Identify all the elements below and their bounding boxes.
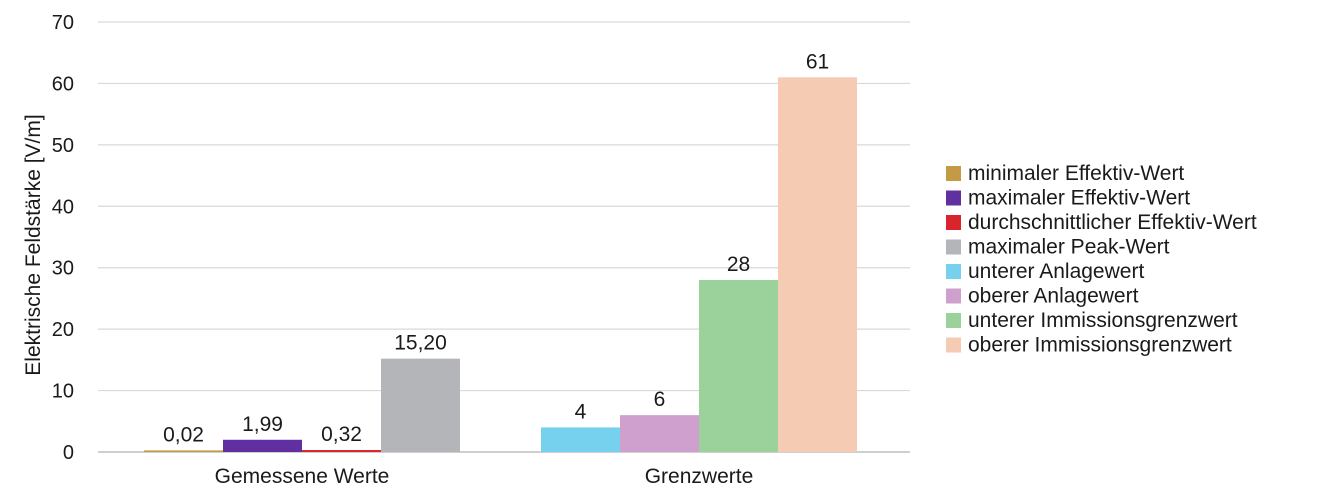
bar-maximaler-peak-wert [381,358,460,452]
y-tick-label: 60 [52,73,74,95]
legend-item: minimaler Effektiv-Wert [946,162,1184,185]
bar-unterer-anlagewert [541,427,620,452]
legend-item: unterer Anlagewert [946,260,1144,283]
legend-swatch [946,313,961,328]
data-label: 0,02 [163,423,204,446]
data-label: 28 [727,253,750,276]
legend-swatch [946,264,961,279]
legend-swatch [946,166,961,181]
legend-swatch [946,190,961,206]
data-label: 1,99 [242,413,283,436]
bar-durchschnittlicher-effektiv-wert [302,450,381,452]
data-label: 61 [806,50,829,73]
legend-label: unterer Immissionsgrenzwert [968,309,1238,332]
legend-label: durchschnittlicher Effektiv-Wert [968,211,1257,234]
x-axis-categories: Gemessene Werte Grenzwerte [215,465,754,488]
data-label: 6 [654,388,666,411]
y-tick-label: 10 [52,381,74,403]
bar-unterer-immissionsgrenzwert [699,280,778,452]
legend-item: oberer Anlagewert [946,285,1139,308]
y-tick-label: 0 [63,442,74,464]
y-axis-ticks: 0 10 20 30 40 50 60 70 [52,12,74,464]
legend-item: unterer Immissionsgrenzwert [946,309,1238,332]
bars [144,77,857,453]
bar-oberer-immissionsgrenzwert [778,77,857,453]
legend-label: oberer Immissionsgrenzwert [968,334,1232,357]
legend-item: oberer Immissionsgrenzwert [946,334,1232,357]
legend-label: unterer Anlagewert [968,260,1144,283]
y-axis-title: Elektrische Feldstärke [V/m] [22,114,45,375]
legend-swatch [946,215,961,230]
legend-swatch [946,239,961,255]
data-labels: 0,02 1,99 0,32 15,20 4 6 28 61 [163,50,829,446]
y-tick-label: 40 [52,196,74,218]
y-tick-label: 30 [52,258,74,280]
legend-item: maximaler Peak-Wert [946,236,1170,259]
data-label: 0,32 [321,423,362,446]
bar-oberer-anlagewert [620,415,699,452]
legend-label: maximaler Peak-Wert [968,236,1170,259]
legend-item: maximaler Effektiv-Wert [946,187,1190,210]
x-category-label: Grenzwerte [645,465,754,488]
data-label: 4 [575,400,587,423]
legend-item: durchschnittlicher Effektiv-Wert [946,211,1257,234]
bar-minimaler-effektiv-wert [144,450,223,452]
legend-label: oberer Anlagewert [968,285,1139,308]
y-tick-label: 50 [52,135,74,157]
legend-label: minimaler Effektiv-Wert [968,162,1184,185]
legend-swatch [946,288,961,304]
x-category-label: Gemessene Werte [215,465,390,488]
bar-maximaler-effektiv-wert [223,439,302,452]
data-label: 15,20 [394,332,447,355]
legend-label: maximaler Effektiv-Wert [968,187,1190,210]
y-tick-label: 20 [52,319,74,341]
y-tick-label: 70 [52,12,74,34]
legend-swatch [946,337,961,353]
